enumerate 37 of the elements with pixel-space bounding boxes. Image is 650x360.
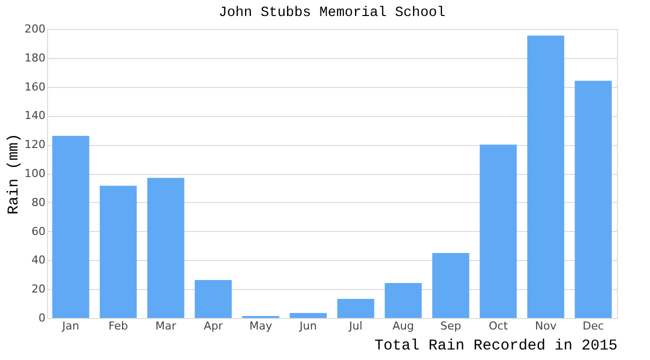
bar	[100, 186, 137, 318]
y-tick-label: 60	[32, 224, 46, 238]
x-tick-label: Feb	[108, 320, 128, 332]
x-tick-label: Aug	[392, 320, 414, 332]
x-tick-label: Mar	[155, 320, 177, 332]
y-tick-label: 80	[32, 196, 46, 209]
x-tick-label: Oct	[488, 320, 508, 332]
y-tick-label: 40	[32, 254, 46, 267]
bar	[337, 298, 374, 318]
bar	[574, 80, 612, 318]
x-tick-label: Jun	[298, 320, 317, 332]
y-tick-label: 20	[32, 282, 46, 296]
x-tick-label: Dec	[582, 320, 604, 332]
bar	[290, 312, 327, 318]
x-tick-label: Apr	[204, 320, 224, 332]
chart-title: John Stubbs Memorial School	[218, 5, 446, 21]
y-tick-label: 180	[24, 51, 46, 64]
bar	[52, 136, 90, 318]
y-tick-label: 200	[24, 22, 46, 36]
bar	[194, 280, 232, 318]
x-tick-label: Jul	[348, 320, 362, 332]
x-tick-label: Sep	[440, 320, 462, 332]
x-tick-label: May	[249, 320, 273, 332]
x-tick-label: Jan	[61, 320, 80, 332]
bar	[432, 252, 470, 318]
x-tick-label: Nov	[535, 320, 557, 332]
bar	[527, 36, 564, 318]
bar	[147, 178, 184, 318]
y-tick-label: 0	[38, 312, 46, 324]
y-axis-title: Rain (mm)	[6, 133, 23, 215]
x-axis-title: Total Rain Recorded in 2015	[374, 338, 618, 354]
bar	[480, 144, 517, 318]
y-tick-label: 100	[24, 167, 46, 180]
y-tick-label: 160	[24, 80, 46, 94]
bar	[384, 283, 422, 318]
y-tick-label: 120	[24, 138, 46, 152]
y-tick-label: 140	[24, 109, 46, 122]
